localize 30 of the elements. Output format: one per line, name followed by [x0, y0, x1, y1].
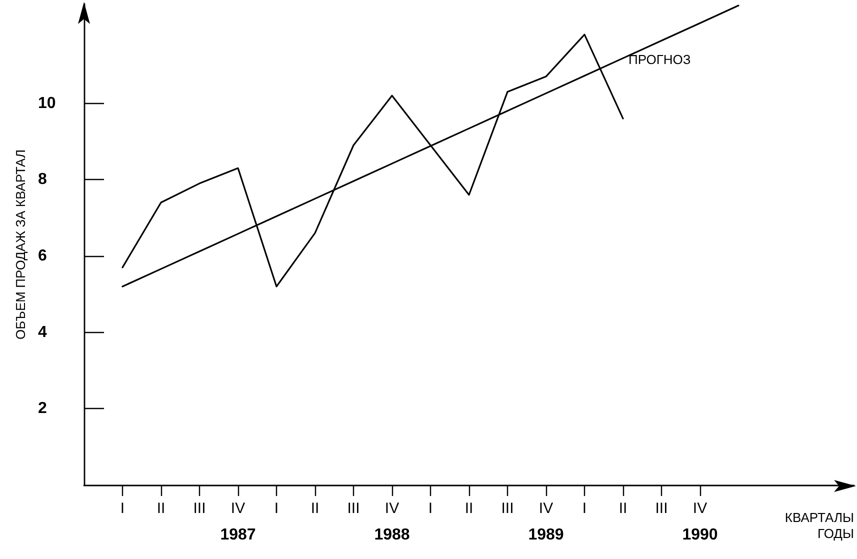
x2-tick-label: 1989 — [528, 526, 564, 544]
x-tick-label: III — [347, 500, 360, 517]
y-tick-label: 8 — [38, 171, 47, 188]
x-tick-label: II — [618, 500, 628, 517]
x-axis-title: КВАРТАЛЫ — [784, 510, 854, 525]
y-tick-label: 6 — [38, 247, 47, 264]
x-tick-label: IV — [230, 500, 246, 517]
x2-tick-label: 1990 — [682, 526, 718, 544]
y-tick-label: 2 — [38, 400, 47, 418]
x-tick-label: IV — [384, 500, 400, 517]
x-tick-label: I — [582, 500, 587, 517]
x-tick-label: IV — [538, 500, 554, 517]
x2-tick-label: 1988 — [374, 526, 410, 544]
x-tick-label: III — [655, 500, 668, 517]
series-label: ПРОГНОЗ — [628, 52, 691, 68]
line-series — [122, 4, 740, 288]
x-tick-label: II — [310, 500, 320, 517]
x-tick-label: I — [428, 500, 433, 517]
y-axis-title: ОБЪЕМ ПРОДАЖ ЗА КВАРТАЛ — [13, 150, 28, 340]
x-tick-label: III — [193, 500, 206, 517]
x-tick-label: I — [120, 500, 125, 517]
y-tick-label: 4 — [38, 324, 47, 341]
x-tick-label: IV — [692, 500, 708, 517]
x2-axis-title: ГОДЫ — [818, 526, 854, 541]
x-tick-label: I — [274, 500, 279, 517]
x2-tick-label: 1987 — [220, 526, 256, 544]
x-tick-label: II — [464, 500, 474, 517]
x-tick-label: III — [501, 500, 514, 517]
x-tick-label: II — [156, 500, 166, 517]
y-tick-label: 10 — [38, 94, 56, 112]
